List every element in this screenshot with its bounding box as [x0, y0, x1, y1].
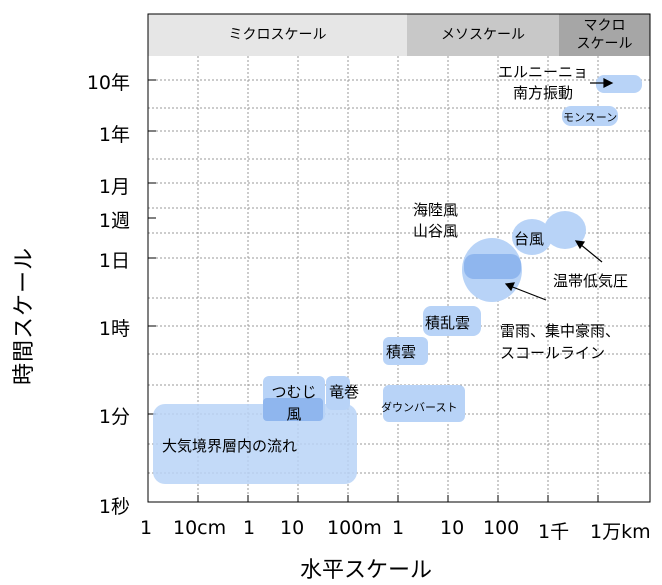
x-tick-label: 1万km	[590, 521, 651, 543]
x-tick-label: 1	[243, 517, 256, 539]
label-extratropical-cyclone: 温帯低気圧	[553, 272, 629, 290]
region-typhoon	[512, 219, 552, 255]
arrows	[504, 78, 614, 301]
region-monsoon	[562, 106, 618, 126]
y-tick-label: 1日	[98, 250, 130, 272]
band-meso-bg	[407, 14, 559, 56]
region-sea-breeze	[464, 254, 521, 279]
y-tick-label: 1月	[98, 176, 130, 198]
x-tick-label: 100	[483, 517, 520, 539]
y-tick-label: 10年	[86, 72, 130, 94]
x-axis-label: 水平スケール	[300, 558, 433, 583]
band-macro-label: マクロ スケール	[576, 18, 633, 52]
label-cumulonimbus: 積乱雲	[425, 314, 471, 332]
band-micro-bg	[148, 14, 407, 56]
label-boundary-layer: 大気境界層内の流れ	[162, 437, 298, 455]
region-downburst	[383, 385, 465, 422]
region-extratropical-cyclone	[544, 211, 586, 249]
x-tick-label: 1千	[538, 521, 570, 543]
y-tick-label: 1週	[98, 210, 130, 232]
band-meso-label: メソスケール	[441, 27, 525, 43]
y-tick-label: 1秒	[98, 496, 130, 518]
band-macro-bg	[559, 14, 650, 56]
label-cumulus: 積雲	[386, 343, 417, 361]
label-sea-mountain-breeze: 海陸風 山谷風	[413, 201, 459, 240]
x-tick-label: 100m	[327, 517, 382, 539]
label-enso: エルニーニョ 南方振動	[498, 63, 589, 102]
region-cumulus	[383, 337, 428, 365]
y-tick-label: 1分	[98, 406, 130, 428]
label-monsoon: モンスーン	[563, 111, 618, 124]
label-typhoon: 台風	[514, 230, 545, 248]
label-dust-devil: つむじ 風	[271, 383, 317, 423]
y-tick-label: 1時	[98, 318, 130, 340]
x-tick-label: 10	[440, 517, 465, 539]
label-tornado: 竜巻	[329, 383, 360, 401]
x-tick-label: 10cm	[173, 517, 227, 539]
region-boundary-layer	[153, 404, 357, 484]
region-dust-devil-core	[263, 398, 323, 421]
y-axis-label-wrap: 時間スケール	[0, 0, 40, 585]
band-micro-label: ミクロスケール	[228, 27, 327, 43]
x-tick-label: 1	[140, 517, 153, 539]
y-tick-marks	[148, 79, 156, 415]
x-tick-marks	[197, 495, 599, 502]
region-tornado	[326, 376, 350, 410]
label-thunderstorm: 雷雨、集中豪雨、 スコールライン	[500, 322, 621, 362]
label-downburst: ダウンバースト	[381, 401, 458, 414]
x-tick-label: 1	[392, 517, 405, 539]
y-tick-label: 1年	[98, 124, 130, 146]
x-tick-label: 10	[280, 517, 305, 539]
y-axis-label: 時間スケール	[12, 247, 37, 386]
region-cumulonimbus	[423, 306, 481, 336]
region-enso	[596, 75, 642, 93]
